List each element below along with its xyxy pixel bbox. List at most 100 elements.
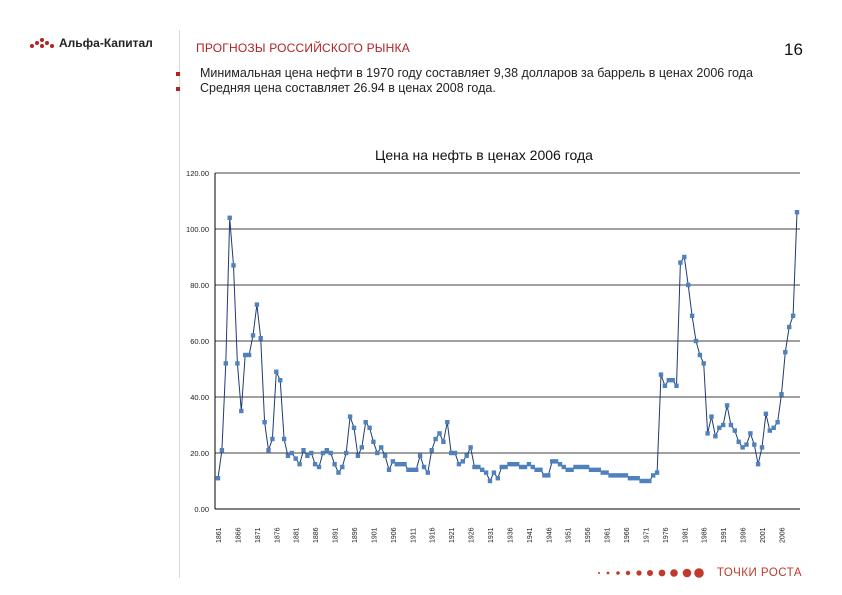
data-point (767, 428, 772, 433)
data-point (456, 462, 462, 467)
x-tick-label: 1881 (294, 527, 301, 543)
x-tick-label: 1951 (566, 527, 573, 543)
data-point (231, 263, 236, 268)
data-point (573, 464, 578, 470)
data-point (336, 470, 341, 475)
data-point (452, 450, 458, 456)
data-point (355, 453, 361, 458)
data-point (518, 464, 524, 470)
x-tick-label: 1991 (721, 527, 728, 543)
chart-title: Цена на нефть в ценах 2006 года (375, 147, 593, 163)
y-tick-label: 40.00 (190, 393, 209, 402)
data-point (787, 324, 792, 330)
data-point (752, 442, 757, 447)
bullet-item: Минимальная цена нефти в 1970 году соста… (176, 66, 786, 81)
data-point (278, 378, 283, 383)
x-tick-label: 1891 (333, 527, 340, 543)
x-tick-label: 1941 (527, 527, 534, 543)
data-point (363, 420, 368, 425)
data-point (686, 282, 691, 288)
data-point (464, 453, 469, 458)
data-point (530, 464, 535, 470)
data-point (324, 448, 329, 453)
data-point (635, 476, 640, 481)
x-tick-label: 1871 (255, 527, 262, 543)
data-point (511, 462, 516, 467)
data-point (616, 473, 621, 478)
data-point (503, 464, 508, 470)
data-point (262, 420, 267, 425)
data-point (577, 464, 582, 470)
data-point (495, 476, 500, 481)
x-tick-label: 1926 (469, 527, 476, 543)
data-point (721, 422, 726, 428)
data-point (790, 313, 796, 318)
data-point (410, 467, 415, 472)
data-point (701, 361, 706, 366)
data-point (779, 392, 784, 397)
data-point (689, 313, 695, 318)
data-point (588, 467, 594, 472)
data-point (755, 462, 761, 467)
x-tick-label: 1976 (663, 527, 670, 543)
x-tick-label: 2006 (779, 527, 786, 543)
x-tick-label: 1901 (371, 527, 378, 543)
data-point (678, 260, 683, 265)
data-point (736, 439, 741, 444)
data-point (367, 425, 372, 430)
data-point (472, 464, 477, 470)
data-point (468, 445, 473, 450)
data-point (724, 403, 730, 408)
data-point (717, 425, 722, 430)
data-point (639, 478, 644, 484)
data-point (480, 467, 485, 472)
data-point (740, 445, 745, 450)
data-point (581, 464, 586, 470)
footer: ТОЧКИ РОСТА (597, 567, 802, 579)
data-point (437, 431, 442, 436)
data-point (565, 467, 570, 472)
x-tick-label: 1906 (391, 527, 398, 543)
data-point (379, 445, 384, 450)
data-point (297, 462, 302, 467)
y-tick-label: 80.00 (190, 281, 209, 290)
data-point (744, 442, 749, 447)
data-point (515, 462, 520, 467)
data-point (783, 350, 788, 355)
data-point (654, 470, 660, 475)
data-point (340, 464, 345, 470)
data-point (596, 467, 601, 472)
data-point (371, 439, 376, 444)
data-point (344, 450, 349, 456)
data-point (534, 467, 539, 472)
data-point (347, 414, 353, 419)
data-point (709, 414, 714, 419)
x-tick-label: 1866 (235, 527, 242, 543)
data-point (375, 450, 380, 456)
data-point (305, 453, 310, 458)
data-point (266, 448, 271, 453)
data-point (309, 450, 314, 456)
data-point (429, 448, 434, 453)
data-point (312, 462, 318, 467)
data-point (550, 459, 555, 464)
data-point (561, 464, 566, 470)
data-point (293, 456, 298, 461)
data-point (608, 473, 613, 478)
data-point (239, 408, 244, 414)
x-tick-label: 1981 (682, 527, 689, 543)
data-point (507, 462, 512, 467)
data-point (651, 473, 656, 478)
data-point (235, 361, 240, 366)
data-point (674, 383, 679, 388)
data-point (285, 453, 291, 458)
data-point (619, 473, 625, 478)
x-tick-label: 1876 (274, 527, 281, 543)
data-point (546, 473, 551, 478)
data-point (382, 453, 388, 458)
data-point (553, 459, 559, 464)
data-point (585, 464, 590, 470)
data-point (289, 450, 294, 456)
data-point (662, 383, 668, 388)
data-point (592, 467, 598, 472)
